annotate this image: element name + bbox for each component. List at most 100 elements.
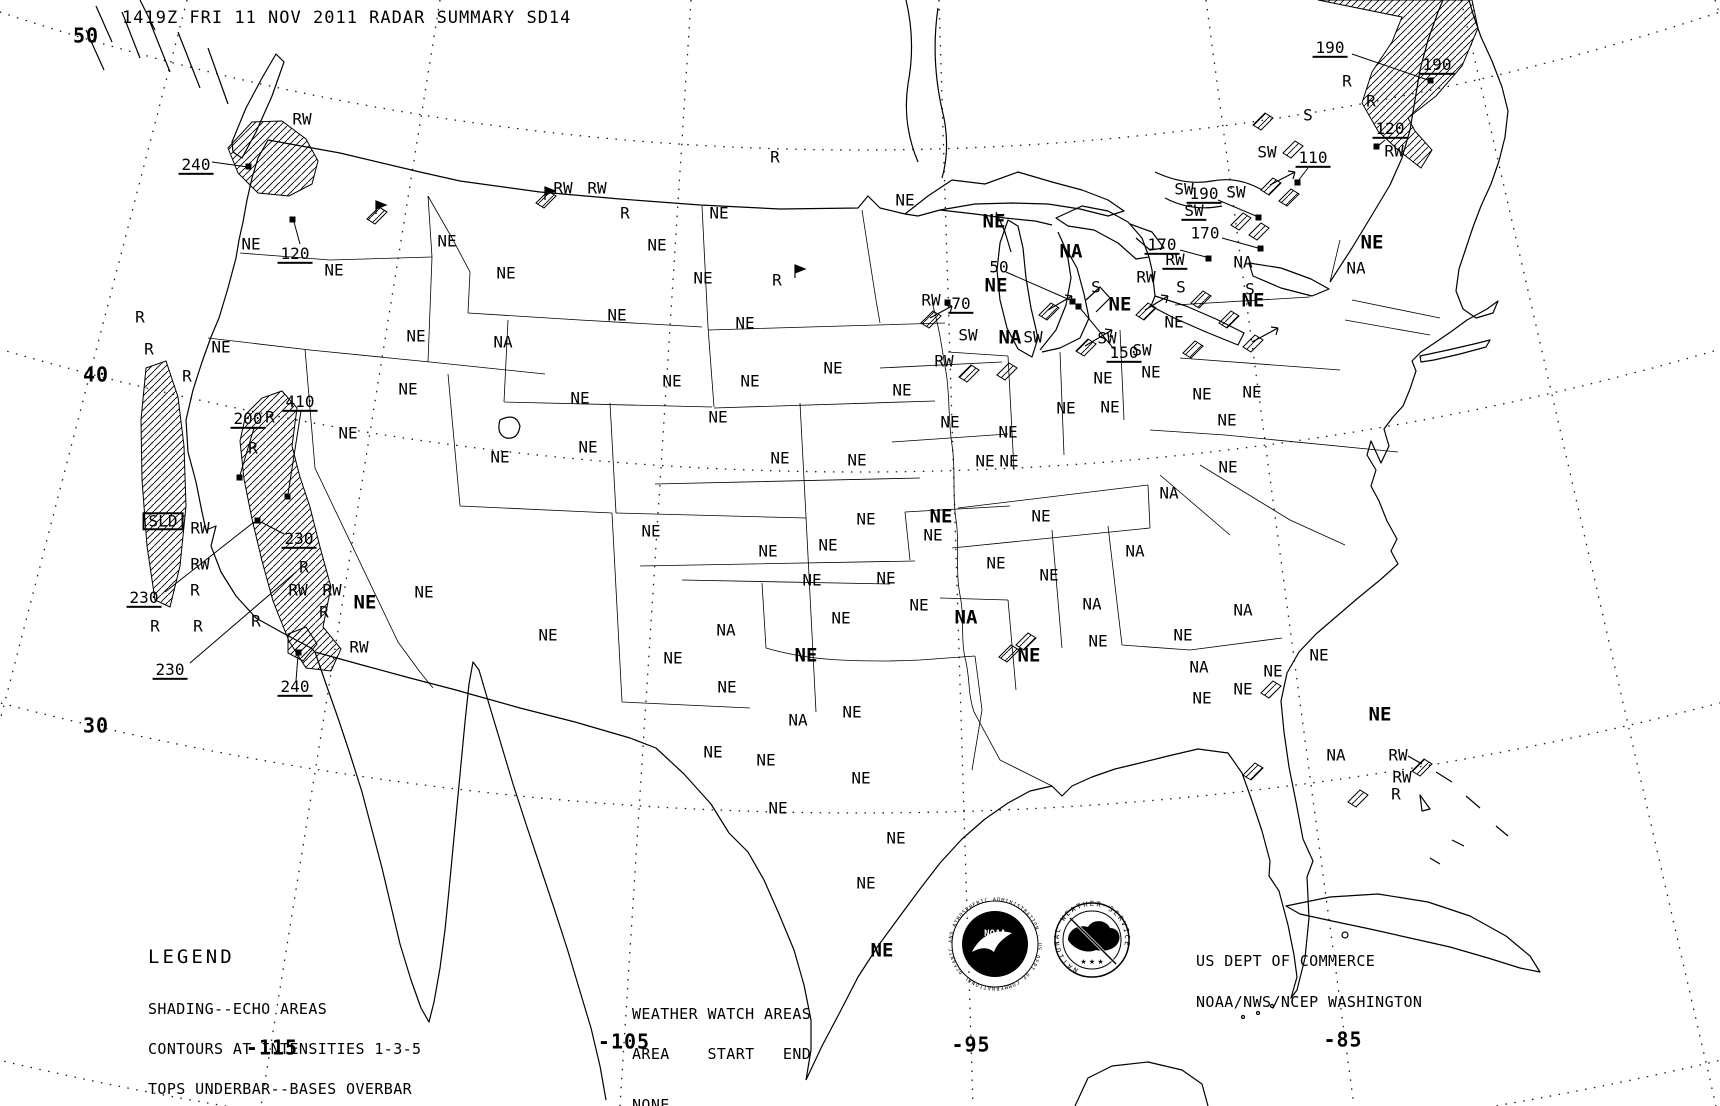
station-label: R bbox=[770, 147, 780, 167]
station-label: R bbox=[772, 270, 782, 290]
station-label: NE bbox=[831, 608, 851, 628]
station-label: NE bbox=[923, 525, 943, 545]
station-label: S bbox=[1303, 105, 1313, 125]
agency-line-1: US DEPT OF COMMERCE bbox=[1196, 952, 1376, 970]
station-label: R bbox=[1366, 91, 1376, 111]
graticule-label: -85 bbox=[1323, 1027, 1363, 1052]
state-boundaries bbox=[207, 195, 1441, 787]
station-label: NE bbox=[414, 582, 434, 602]
station-label: NE bbox=[338, 423, 358, 443]
station-label: RW bbox=[1384, 141, 1404, 161]
station-label: NE bbox=[847, 450, 867, 470]
station-label: NE bbox=[1368, 703, 1392, 726]
station-label: SW bbox=[1181, 202, 1207, 221]
station-label: NE bbox=[1056, 398, 1076, 418]
station-label: RW bbox=[190, 518, 210, 538]
legend-line-tops: TOPS UNDERBAR--BASES OVERBAR bbox=[148, 1080, 413, 1099]
station-label: NE bbox=[1192, 688, 1212, 708]
graticule-label: -115 bbox=[245, 1035, 299, 1060]
station-label: NE bbox=[870, 939, 894, 962]
station-label: NE bbox=[740, 371, 760, 391]
legend-line-contours: CONTOURS AT INTENSITIES 1-3-5 bbox=[148, 1040, 422, 1059]
station-label: R bbox=[248, 438, 258, 458]
station-label: NA bbox=[1082, 594, 1102, 614]
station-label: 170 bbox=[1190, 223, 1220, 243]
station-label: SW bbox=[1132, 340, 1152, 360]
station-label: NE bbox=[241, 234, 261, 254]
station-label: NA bbox=[1159, 483, 1179, 503]
station-label: NE bbox=[708, 407, 728, 427]
station-label: NE bbox=[975, 451, 995, 471]
station-label: 170 bbox=[1144, 236, 1180, 255]
station-label: RW bbox=[587, 178, 607, 198]
station-label: NA bbox=[493, 332, 513, 352]
station-label: 120 bbox=[277, 245, 313, 264]
station-label: SW bbox=[1174, 179, 1194, 199]
echo-cells bbox=[366, 112, 1433, 808]
station-label: R bbox=[620, 203, 630, 223]
station-label: NE bbox=[353, 591, 377, 614]
station-label: NE bbox=[1360, 231, 1384, 254]
station-label: NA bbox=[1059, 240, 1083, 263]
station-label: RW bbox=[1392, 767, 1412, 787]
station-label: R bbox=[193, 616, 203, 636]
station-label: 120 bbox=[1372, 120, 1408, 139]
station-label: NE bbox=[1309, 645, 1329, 665]
station-label: NE bbox=[823, 358, 843, 378]
station-label: S bbox=[1091, 277, 1101, 297]
station-label: NE bbox=[662, 371, 682, 391]
station-label: 50 bbox=[989, 257, 1009, 277]
station-label: NE bbox=[1039, 565, 1059, 585]
watch-columns: AREA START END bbox=[632, 1045, 812, 1064]
agency-line-2: NOAA/NWS/NCEP WASHINGTON bbox=[1196, 992, 1423, 1011]
station-label: NA bbox=[1326, 745, 1346, 765]
station-label: RW bbox=[1136, 267, 1156, 287]
station-label: NE bbox=[892, 380, 912, 400]
station-label: NE bbox=[1233, 679, 1253, 699]
station-label: 240 bbox=[277, 678, 313, 697]
station-label: R bbox=[144, 339, 154, 359]
station-label: NE bbox=[794, 644, 818, 667]
station-label: RW bbox=[1162, 251, 1188, 270]
station-label: NE bbox=[1093, 368, 1113, 388]
station-label: R bbox=[135, 307, 145, 327]
station-label: NE bbox=[607, 305, 627, 325]
station-label: R bbox=[1342, 71, 1352, 91]
weather-watch-block: WEATHER WATCH AREAS AREA START END NONE bbox=[632, 982, 811, 1106]
station-label: NA bbox=[1189, 657, 1209, 677]
station-label: NE bbox=[856, 873, 876, 893]
station-label: NE bbox=[211, 337, 231, 357]
station-label: NE bbox=[1173, 625, 1193, 645]
station-label: NE bbox=[538, 625, 558, 645]
station-label: SLD bbox=[142, 512, 184, 531]
station-label: 150 bbox=[1106, 344, 1142, 363]
station-label: NA bbox=[1125, 541, 1145, 561]
station-label: R bbox=[251, 611, 261, 631]
station-label: 230 bbox=[152, 661, 188, 680]
station-label: NA bbox=[954, 606, 978, 629]
station-label: RW bbox=[292, 109, 312, 129]
station-label: RW bbox=[1388, 745, 1408, 765]
nws-logo-stars: ★ ★ ★ bbox=[1080, 958, 1103, 966]
station-label: SW bbox=[1257, 142, 1277, 162]
station-label: NE bbox=[1218, 457, 1238, 477]
station-label: NE bbox=[818, 535, 838, 555]
station-label: R bbox=[1391, 784, 1401, 804]
legend-block: LEGEND SHADING--ECHO AREAS CONTOURS AT I… bbox=[148, 924, 450, 1106]
station-label: NE bbox=[982, 210, 1006, 233]
station-label: R bbox=[190, 580, 200, 600]
legend-heading: LEGEND bbox=[148, 945, 235, 968]
station-label: NE bbox=[1017, 644, 1041, 667]
station-label: NE bbox=[998, 422, 1018, 442]
station-label: R bbox=[265, 407, 275, 427]
watch-heading: WEATHER WATCH AREAS bbox=[632, 1005, 812, 1024]
station-label: R bbox=[299, 557, 309, 577]
us-map-outline bbox=[85, 0, 1541, 1106]
station-label: NE bbox=[647, 235, 667, 255]
station-label: NE bbox=[986, 553, 1006, 573]
station-label: NE bbox=[909, 595, 929, 615]
station-label: NE bbox=[1217, 410, 1237, 430]
